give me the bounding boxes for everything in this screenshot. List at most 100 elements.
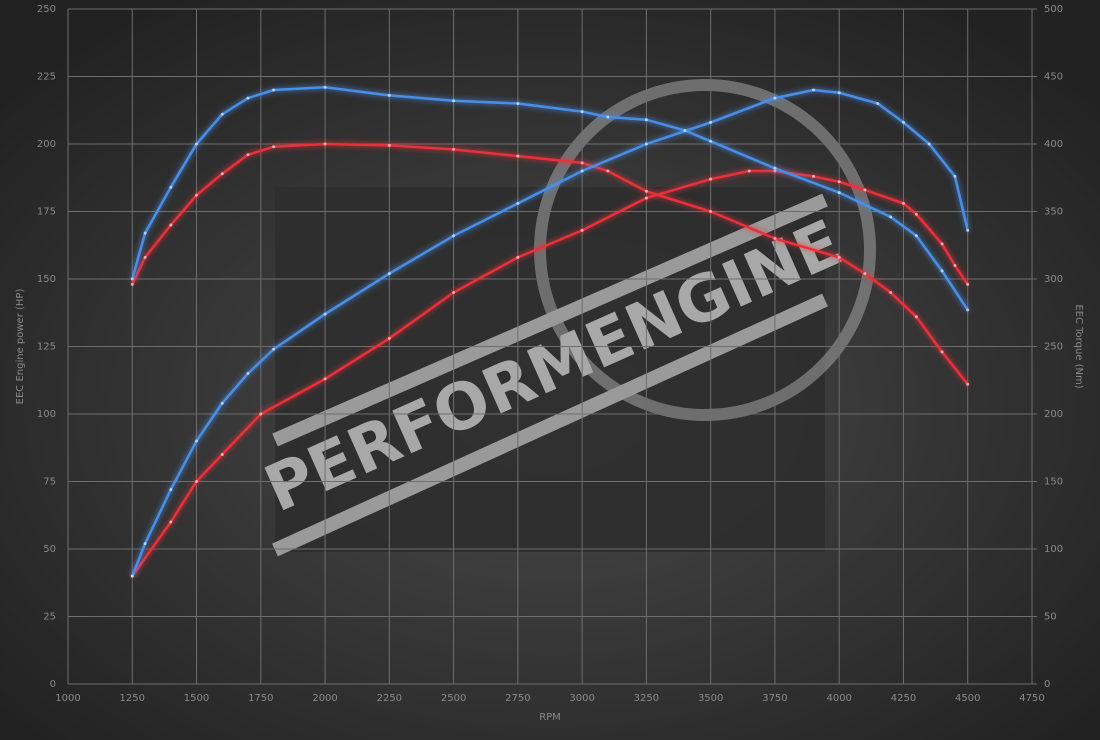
data-point	[516, 102, 520, 105]
x-tick-label: 4750	[1019, 693, 1044, 704]
x-tick-label: 2000	[312, 693, 337, 704]
data-point	[246, 372, 250, 375]
data-point	[606, 169, 610, 173]
data-point	[914, 234, 918, 238]
data-point	[387, 336, 391, 340]
data-point	[195, 193, 199, 197]
data-point	[606, 115, 610, 119]
y-tick-label: 150	[37, 274, 56, 285]
x-tick-label: 3250	[634, 693, 659, 704]
data-point	[195, 142, 199, 146]
data-point	[837, 255, 841, 259]
data-point	[130, 277, 134, 281]
y2-tick-label: 150	[1044, 477, 1063, 488]
data-point	[323, 142, 327, 146]
y-tick-label: 250	[37, 4, 56, 15]
x-tick-label: 4250	[891, 693, 916, 704]
y2-tick-label: 0	[1044, 679, 1050, 690]
data-point	[323, 312, 327, 316]
data-point	[246, 153, 250, 157]
y2-tick-label: 200	[1044, 409, 1063, 420]
y2-tick-label: 350	[1044, 207, 1063, 218]
data-point	[143, 255, 147, 259]
x-axis-label: RPM	[539, 712, 561, 723]
y-tick-label: 175	[37, 207, 56, 218]
x-tick-label: 2500	[441, 693, 466, 704]
data-point	[927, 142, 931, 146]
data-point	[914, 212, 918, 216]
data-point	[747, 169, 751, 173]
data-point	[516, 154, 520, 158]
data-point	[272, 88, 276, 92]
data-point	[220, 401, 224, 405]
data-point	[644, 189, 648, 193]
y-tick-label: 225	[37, 72, 56, 83]
series-line	[131, 88, 969, 577]
data-point	[709, 120, 713, 124]
data-point	[259, 412, 263, 416]
y-axis-label: EEC Engine power (HP)	[15, 289, 26, 405]
data-point	[644, 118, 648, 122]
data-point	[143, 231, 147, 235]
data-point	[169, 185, 173, 189]
x-tick-label: 1000	[55, 693, 80, 704]
data-point	[452, 99, 456, 103]
data-point	[580, 110, 584, 114]
data-point	[773, 96, 777, 100]
data-point	[220, 172, 224, 176]
y2-tick-label: 300	[1044, 274, 1063, 285]
data-point	[130, 574, 134, 578]
x-tick-label: 2750	[505, 693, 530, 704]
data-point	[195, 480, 199, 483]
data-point	[452, 234, 456, 238]
y2-axis-label: EEC Torque (Nm)	[1073, 304, 1084, 388]
data-point	[452, 291, 456, 294]
data-point	[387, 272, 391, 276]
series-line	[131, 169, 969, 577]
data-point	[966, 228, 970, 232]
watermark-gear	[534, 79, 876, 421]
data-point	[940, 269, 944, 273]
data-point	[169, 223, 173, 227]
x-tick-label: 2250	[377, 693, 402, 704]
data-point	[169, 488, 173, 492]
data-point	[452, 147, 456, 151]
y-tick-label: 200	[37, 139, 56, 150]
data-point	[901, 201, 905, 205]
data-point	[889, 215, 893, 219]
data-point	[220, 112, 224, 116]
y2-tick-label: 250	[1044, 342, 1063, 353]
y2-tick-label: 500	[1044, 4, 1063, 15]
watermark-box	[275, 187, 825, 552]
data-point	[863, 188, 867, 192]
x-tick-label: 1500	[184, 693, 209, 704]
x-tick-label: 3500	[698, 693, 723, 704]
data-point	[644, 196, 648, 200]
x-tick-label: 4000	[826, 693, 851, 704]
data-point	[709, 177, 713, 181]
data-point	[773, 166, 777, 170]
data-point	[940, 350, 944, 354]
y2-tick-label: 400	[1044, 139, 1063, 150]
data-point	[773, 237, 777, 240]
data-point	[811, 88, 815, 92]
data-point	[863, 272, 867, 276]
data-point	[220, 453, 224, 456]
data-point	[889, 291, 893, 294]
data-point	[709, 139, 713, 143]
data-point	[953, 264, 957, 267]
data-point	[683, 129, 687, 132]
data-point	[323, 377, 327, 381]
data-point	[387, 143, 391, 147]
y2-tick-label: 50	[1044, 612, 1057, 623]
data-point	[966, 382, 970, 386]
y-tick-label: 75	[43, 477, 56, 488]
data-point	[940, 242, 944, 246]
data-point	[901, 120, 905, 124]
series-line	[131, 142, 969, 386]
data-point	[580, 169, 584, 173]
data-point	[169, 520, 173, 524]
y-tick-label: 50	[43, 544, 56, 555]
